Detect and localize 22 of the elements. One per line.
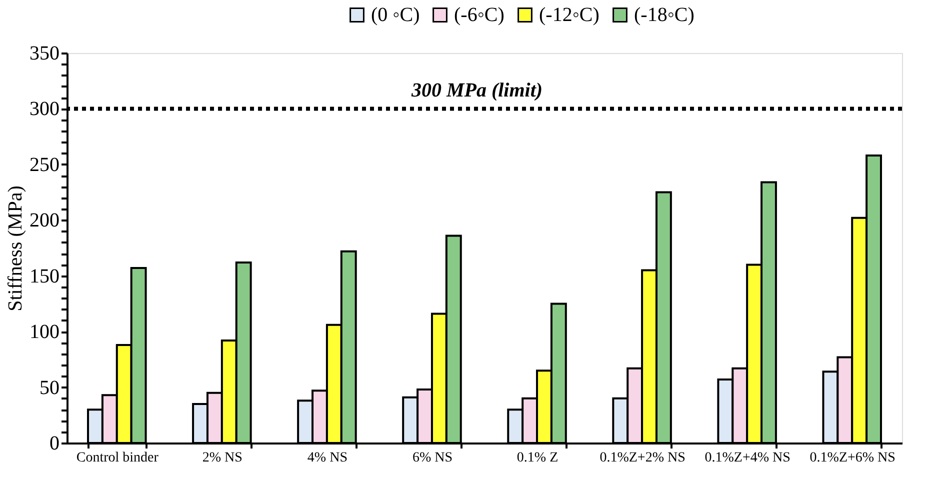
legend-label: (-12◦C) bbox=[539, 4, 600, 26]
x-tick-label: 0.1%Z+2% NS bbox=[600, 450, 686, 466]
y-tick-label: 100 bbox=[30, 321, 60, 344]
ref-line-label: 300 MPa (limit) bbox=[410, 80, 543, 102]
x-tick-label: 4% NS bbox=[307, 450, 348, 466]
x-tick-label: 0.1%Z+4% NS bbox=[704, 450, 790, 466]
x-tick-label: 6% NS bbox=[412, 450, 453, 466]
y-axis-title: Stiffness (MPa) bbox=[4, 186, 26, 312]
y-tick-label: 300 bbox=[30, 98, 60, 120]
legend-label: (-6◦C) bbox=[454, 4, 504, 26]
y-tick-label: 200 bbox=[30, 210, 60, 232]
y-tick-label: 50 bbox=[40, 376, 60, 399]
x-tick-label: 0.1% Z bbox=[516, 450, 558, 466]
y-tick-label: 0 bbox=[50, 432, 60, 454]
x-tick-label: 0.1%Z+6% NS bbox=[810, 450, 896, 466]
legend-label: (-18◦C) bbox=[634, 4, 694, 26]
y-tick-label: 350 bbox=[30, 42, 60, 64]
x-tick-label: 2% NS bbox=[202, 450, 242, 466]
legend-label: (0 ◦C) bbox=[371, 4, 420, 26]
x-tick-label: Control binder bbox=[76, 450, 159, 466]
y-tick-label: 250 bbox=[30, 154, 60, 176]
y-tick-label: 150 bbox=[30, 265, 60, 288]
